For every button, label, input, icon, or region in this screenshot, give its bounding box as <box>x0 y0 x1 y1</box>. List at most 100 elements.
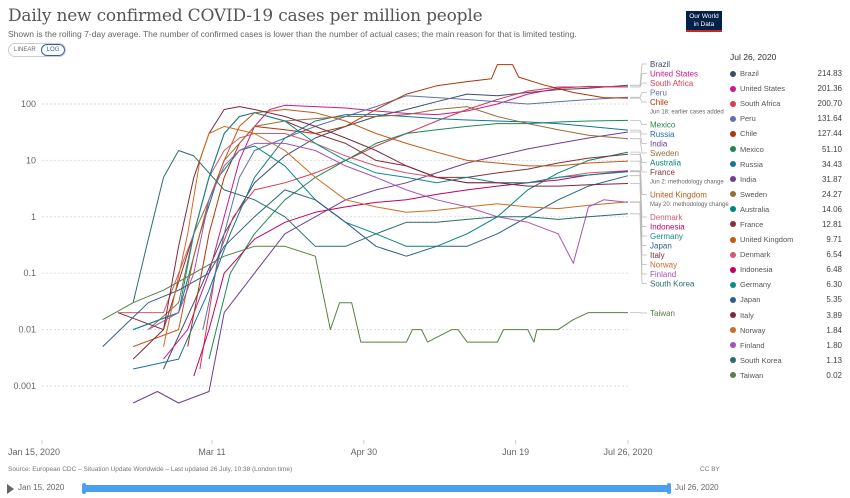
label-connector <box>630 73 647 88</box>
series-label[interactable]: Norway <box>650 261 677 270</box>
timeline-start-handle[interactable] <box>82 483 86 494</box>
legend-row[interactable]: Indonesia 6.48 <box>730 262 842 277</box>
series-label[interactable]: United Kingdom <box>650 191 707 200</box>
legend-row[interactable]: France 12.81 <box>730 217 842 232</box>
legend-row[interactable]: Finland 1.80 <box>730 338 842 353</box>
timeline-end-handle[interactable] <box>667 483 671 494</box>
series-label[interactable]: France <box>650 168 675 177</box>
logo-line-2: in Data <box>693 21 715 28</box>
legend-row[interactable]: Italy 3.89 <box>730 308 842 323</box>
legend-value: 12.81 <box>821 219 842 229</box>
series-label[interactable]: India <box>650 140 668 149</box>
legend-dot-icon <box>730 296 736 303</box>
legend-row[interactable]: United Kingdom 9.71 <box>730 232 842 247</box>
series-label[interactable]: Sweden <box>650 149 679 158</box>
legend-value: 214.83 <box>817 69 842 79</box>
legend-row[interactable]: United States 201.36 <box>730 81 842 96</box>
label-connector <box>630 153 647 173</box>
label-connector <box>630 97 647 103</box>
legend-country: Sweden <box>740 189 768 199</box>
label-connector <box>630 151 647 163</box>
series-label[interactable]: Denmark <box>650 213 683 222</box>
series-label[interactable]: Australia <box>650 159 682 168</box>
legend-value: 51.10 <box>821 144 842 154</box>
series-label[interactable]: Mexico <box>650 121 676 130</box>
series-label[interactable]: Taiwan <box>650 309 675 318</box>
legend-dot-icon <box>730 251 736 258</box>
legend-dot-icon <box>730 115 736 122</box>
series-label[interactable]: Finland <box>650 270 676 279</box>
legend-row[interactable]: Japan 5.35 <box>730 292 842 307</box>
legend-dot-icon <box>730 161 736 168</box>
legend-row[interactable]: South Africa 200.70 <box>730 96 842 111</box>
license-link[interactable]: CC BY <box>700 466 720 473</box>
x-tick-label: Jun 19 <box>502 447 529 457</box>
series-label[interactable]: United States <box>650 70 698 79</box>
label-connector <box>630 138 647 154</box>
series-annotation: Jun 18: earlier cases added <box>650 110 724 116</box>
series-label[interactable]: Brazil <box>650 60 670 69</box>
timeline-track[interactable] <box>84 485 669 492</box>
series-line-peru <box>202 95 629 330</box>
legend-country: South Korea <box>740 355 782 365</box>
label-connector <box>630 131 647 144</box>
legend-country: Chile <box>740 129 758 139</box>
legend-value: 5.35 <box>826 295 842 305</box>
series-label[interactable]: Chile <box>650 98 669 107</box>
legend-dot-icon <box>730 372 736 379</box>
series-label[interactable]: Russia <box>650 130 675 139</box>
legend-row[interactable]: Denmark 6.54 <box>730 247 842 262</box>
legend-row[interactable]: Peru 131.64 <box>730 111 842 126</box>
play-icon[interactable] <box>7 484 14 494</box>
series-label[interactable]: Italy <box>650 251 665 260</box>
label-connector <box>630 82 647 88</box>
legend-row[interactable]: Brazil 214.83 <box>730 66 842 81</box>
x-tick-label: Jan 15, 2020 <box>8 447 60 457</box>
series-line-indonesia <box>193 170 629 377</box>
series-line-mexico <box>208 119 629 360</box>
label-connector <box>630 120 647 125</box>
legend-country: Norway <box>740 325 766 335</box>
label-connector <box>630 170 647 218</box>
legend-dot-icon <box>730 176 736 183</box>
legend-value: 3.89 <box>826 310 842 320</box>
legend-dot-icon <box>730 221 736 228</box>
legend-row[interactable]: Mexico 51.10 <box>730 141 842 156</box>
legend-row[interactable]: Sweden 24.27 <box>730 187 842 202</box>
legend-dot-icon <box>730 100 736 107</box>
series-line-india <box>132 131 629 404</box>
source-note[interactable]: Source: European CDC – Situation Update … <box>8 466 293 473</box>
legend-value: 131.64 <box>817 114 842 124</box>
label-connector <box>630 213 647 284</box>
series-label[interactable]: Germany <box>650 232 683 241</box>
series-label[interactable]: Indonesia <box>650 223 685 232</box>
series-label[interactable]: South Africa <box>650 79 694 88</box>
legend-row[interactable]: Norway 1.84 <box>730 323 842 338</box>
legend-value: 14.06 <box>821 204 842 214</box>
legend-dot-icon <box>730 70 736 77</box>
legend-row[interactable]: Chile 127.44 <box>730 126 842 141</box>
linear-scale-button[interactable]: LINEAR <box>14 47 36 53</box>
legend-country: Russia <box>740 159 763 169</box>
legend-country: India <box>740 174 757 184</box>
x-tick-label: Apr 30 <box>351 447 378 457</box>
timeline-end-label: Jul 26, 2020 <box>675 483 719 492</box>
series-label[interactable]: Japan <box>650 242 672 251</box>
label-connector <box>630 201 647 275</box>
legend-row[interactable]: Taiwan 0.02 <box>730 368 842 383</box>
log-scale-button[interactable]: LOG <box>40 44 66 56</box>
legend-dot-icon <box>730 85 736 92</box>
legend-row[interactable]: India 31.87 <box>730 172 842 187</box>
series-label[interactable]: Peru <box>650 89 667 98</box>
owid-logo[interactable]: Our World in Data <box>686 11 722 32</box>
legend-value: 1.80 <box>826 340 842 350</box>
legend-value: 0.02 <box>826 370 842 380</box>
series-annotation: Jun 2: methodology change <box>650 180 724 186</box>
legend-row[interactable]: Australia 14.06 <box>730 202 842 217</box>
legend-row[interactable]: South Korea 1.13 <box>730 353 842 368</box>
series-label[interactable]: South Korea <box>650 280 695 289</box>
legend-row[interactable]: Germany 6.30 <box>730 277 842 292</box>
legend-row[interactable]: Russia 34.43 <box>730 157 842 172</box>
legend-dot-icon <box>730 312 736 319</box>
label-connector <box>630 63 647 86</box>
